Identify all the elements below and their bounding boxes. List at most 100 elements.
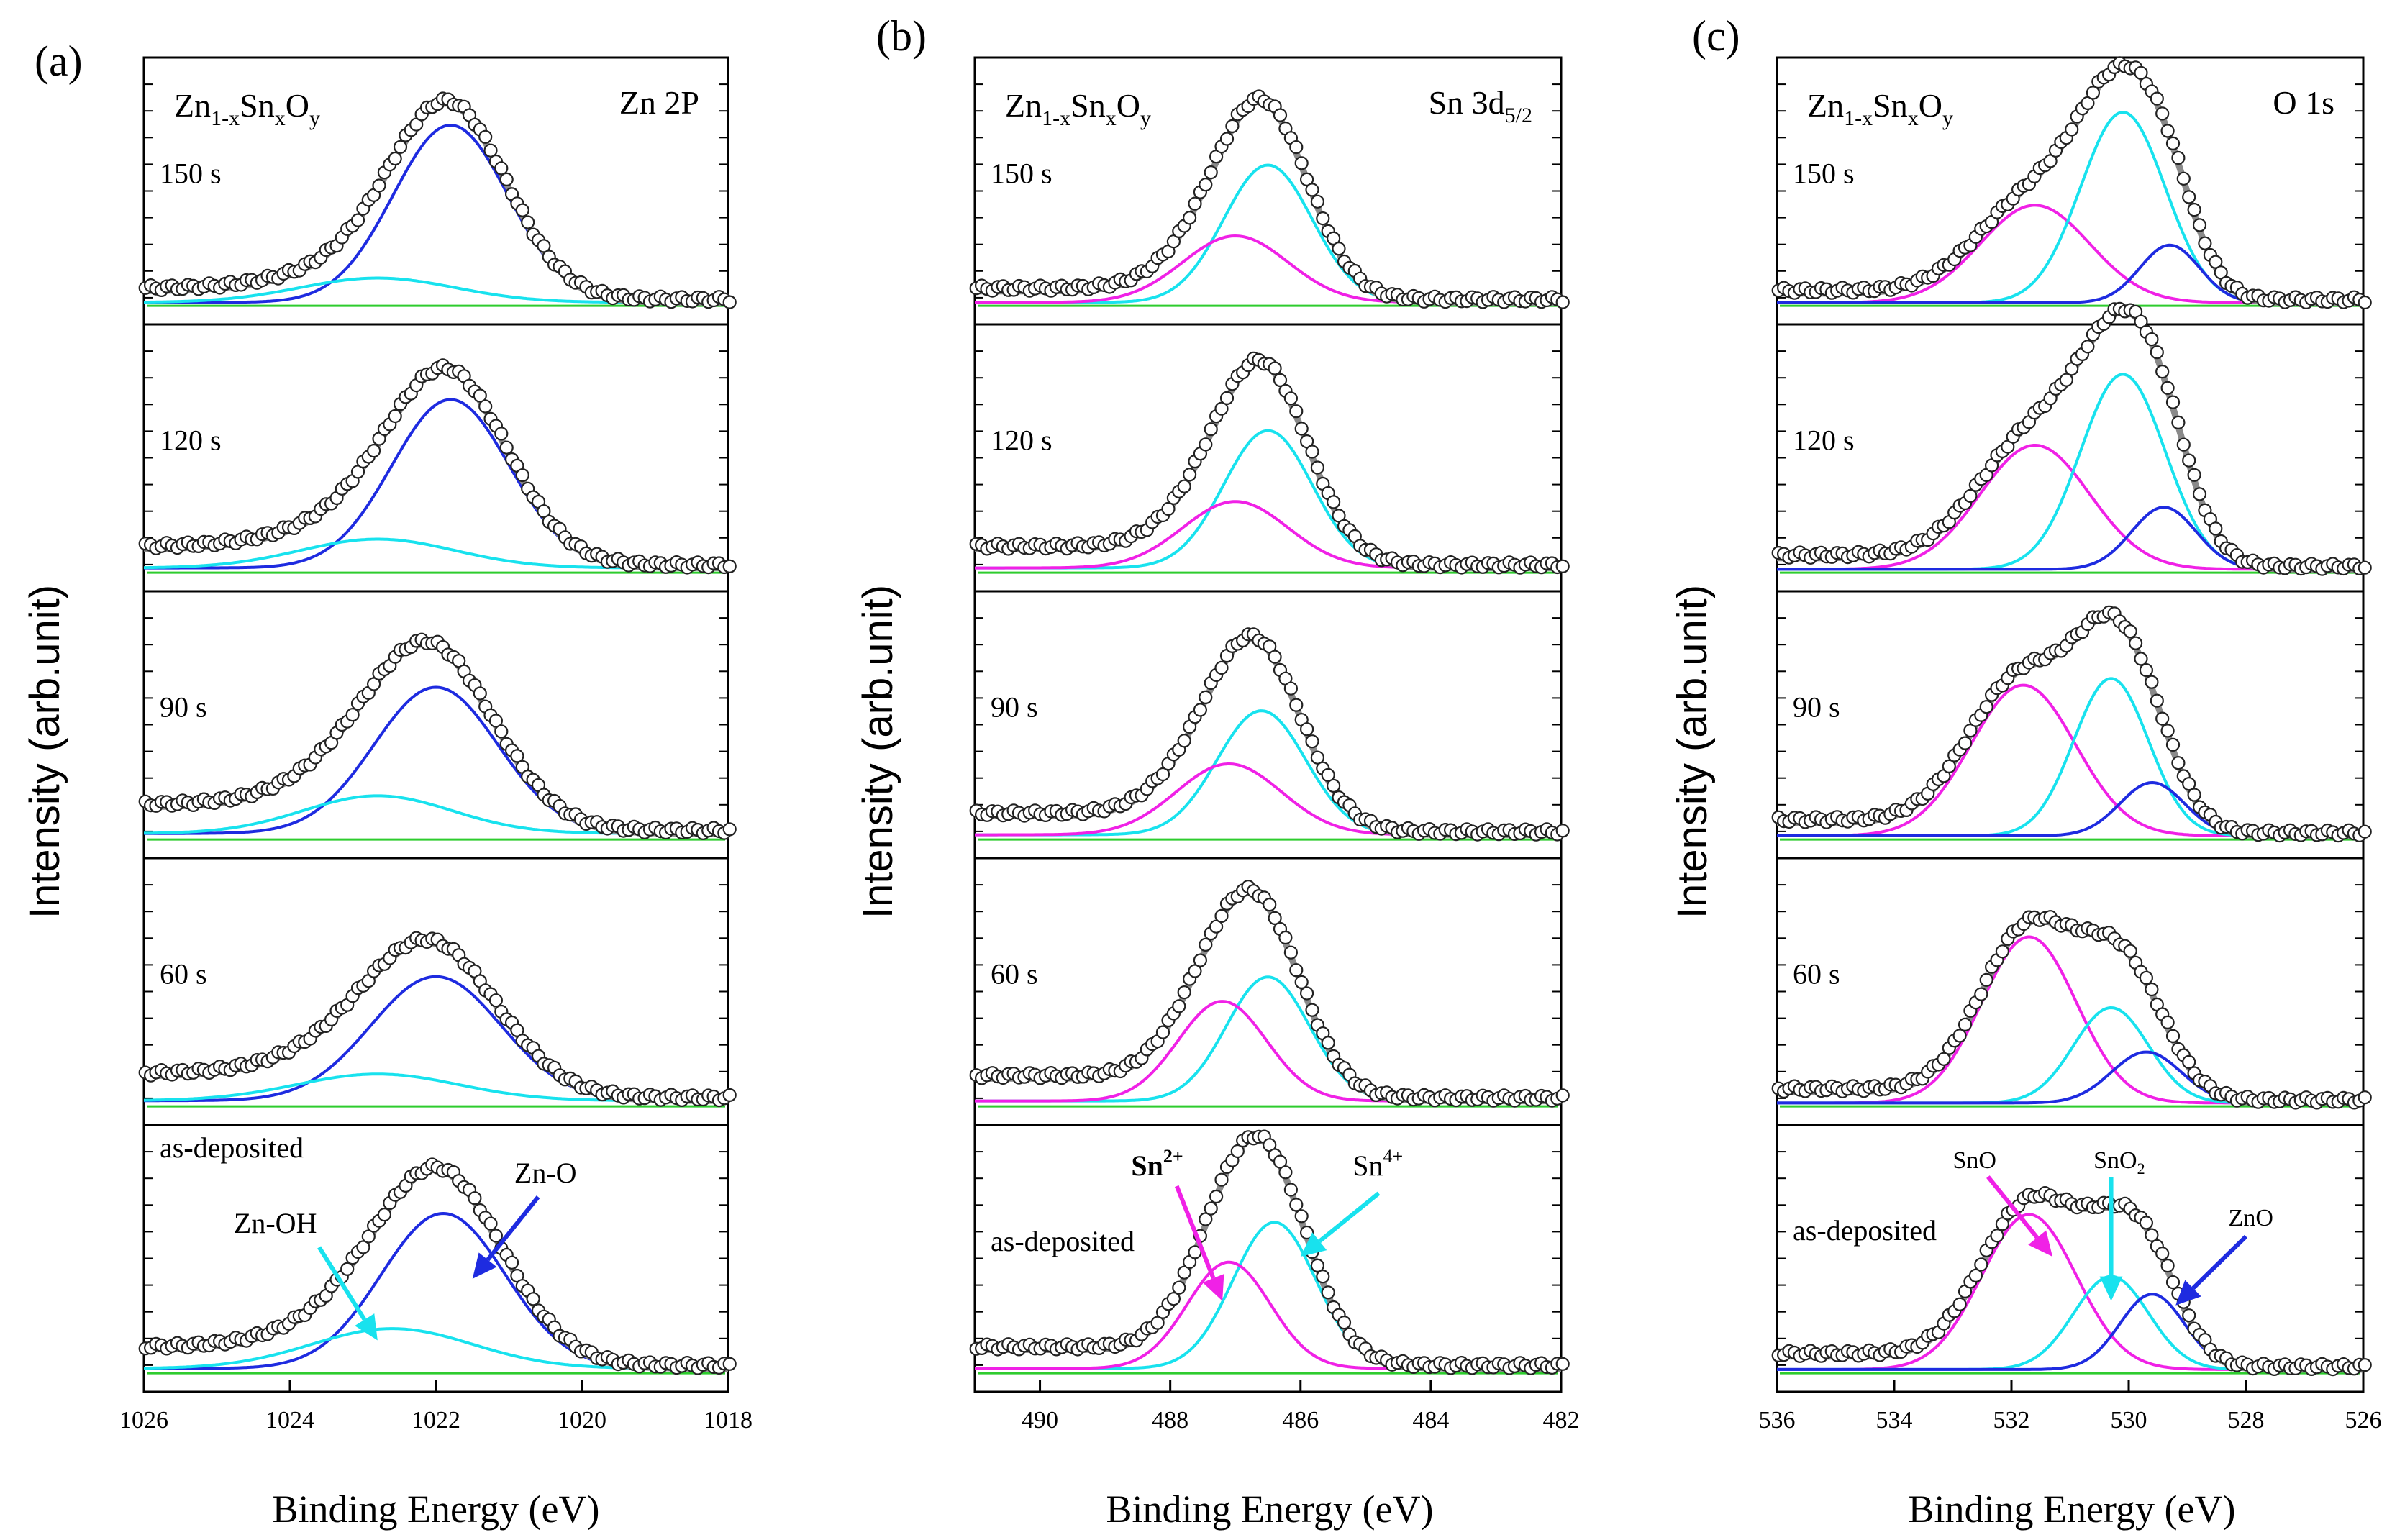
data-point bbox=[1283, 945, 1299, 960]
x-tick-label: 1020 bbox=[558, 1407, 606, 1434]
data-point bbox=[2192, 487, 2207, 501]
data-point bbox=[1952, 1029, 1967, 1043]
data-point bbox=[1979, 700, 1993, 714]
data-point bbox=[1273, 108, 1288, 122]
data-point bbox=[377, 1207, 392, 1222]
data-point bbox=[1979, 972, 1993, 987]
panel-label-b: (b) bbox=[876, 12, 927, 60]
data-point bbox=[1204, 1201, 1218, 1216]
data-point bbox=[2358, 560, 2372, 575]
data-point bbox=[1294, 422, 1309, 436]
data-point bbox=[515, 203, 529, 217]
data-point bbox=[1199, 437, 1213, 452]
data-point bbox=[2160, 1258, 2175, 1273]
xlabel-c: Binding Energy (eV) bbox=[1909, 1487, 2236, 1531]
data-point bbox=[2187, 468, 2201, 482]
component-sn2- bbox=[975, 762, 1561, 837]
data-point bbox=[1204, 165, 1218, 180]
data-point bbox=[1555, 824, 1570, 838]
data-point bbox=[2081, 340, 2095, 354]
data-point bbox=[1289, 1198, 1304, 1212]
component-zn-o bbox=[144, 975, 728, 1103]
data-point bbox=[1204, 422, 1218, 437]
data-point bbox=[2182, 1308, 2196, 1323]
data-point bbox=[345, 708, 360, 722]
data-point bbox=[494, 724, 509, 739]
data-point bbox=[1321, 767, 1335, 783]
data-point bbox=[488, 993, 504, 1008]
data-point bbox=[1968, 1268, 1983, 1283]
data-point bbox=[1305, 734, 1319, 749]
fit-envelope bbox=[975, 635, 1561, 838]
data-point bbox=[2160, 724, 2175, 738]
annotation-sno: SnO bbox=[1953, 1147, 1996, 1174]
data-point bbox=[1193, 953, 1208, 967]
data-point bbox=[1150, 1316, 1165, 1330]
data-point bbox=[1283, 391, 1299, 406]
component-sn2- bbox=[975, 1000, 1561, 1103]
data-point bbox=[473, 388, 487, 403]
data-point bbox=[1555, 1357, 1570, 1371]
annotation-sn2plus: Sn2+ bbox=[1131, 1146, 1183, 1182]
data-point bbox=[722, 559, 737, 573]
data-point bbox=[2139, 1216, 2153, 1230]
data-point bbox=[1289, 140, 1304, 155]
data-point bbox=[499, 440, 514, 455]
data-point bbox=[2358, 824, 2372, 839]
data-point bbox=[2145, 982, 2159, 997]
data-point bbox=[1289, 404, 1304, 419]
core-level-title: O 1s bbox=[2273, 84, 2334, 121]
plot-o1s: 150 s Zn1-xSnxOy O 1s 120 s 90 s 60 s 536 534 53… bbox=[1759, 56, 2382, 1434]
annotation-arrow bbox=[1318, 1191, 1381, 1243]
data-point bbox=[2187, 203, 2201, 217]
panel-label-c: (c) bbox=[1692, 12, 1740, 60]
data-point bbox=[1305, 183, 1319, 197]
annotation-arrow bbox=[317, 1246, 367, 1321]
data-point bbox=[521, 215, 535, 229]
data-point bbox=[478, 399, 493, 414]
fit-envelope bbox=[1777, 308, 2363, 573]
data-point bbox=[2065, 122, 2079, 137]
x-tick-label: 482 bbox=[1543, 1407, 1580, 1434]
time-label: 60 s bbox=[991, 957, 1038, 990]
x-tick-label: 534 bbox=[1876, 1407, 1913, 1434]
data-point bbox=[2176, 171, 2191, 186]
data-point bbox=[504, 1255, 519, 1270]
data-point bbox=[2165, 395, 2181, 409]
data-point bbox=[2171, 150, 2186, 165]
data-point bbox=[1299, 986, 1314, 1001]
data-point bbox=[2165, 1275, 2181, 1290]
annotation-as-deposited: as-deposited bbox=[991, 1225, 1135, 1257]
annotation-sn4plus: Sn4+ bbox=[1352, 1146, 1403, 1182]
x-tick-label: 536 bbox=[1759, 1407, 1796, 1434]
plot-sn3d: 150 s Zn1-xSnxOy Sn 3d5/2 120 s 90 s 60 s 490 4… bbox=[969, 56, 1580, 1434]
data-point bbox=[2165, 737, 2181, 752]
time-label: 120 s bbox=[1793, 424, 1855, 456]
data-point bbox=[1990, 1229, 2004, 1243]
data-point bbox=[1305, 1003, 1319, 1017]
data-point bbox=[1294, 1209, 1309, 1224]
formula-label: Zn1-xSnxOy bbox=[174, 87, 320, 130]
data-point bbox=[1214, 401, 1229, 416]
data-point bbox=[1230, 1144, 1245, 1159]
data-point bbox=[1958, 736, 1973, 750]
time-label: 150 s bbox=[1793, 157, 1855, 189]
data-point bbox=[2160, 381, 2175, 395]
data-point bbox=[537, 239, 551, 253]
x-tick-label: 488 bbox=[1152, 1407, 1188, 1434]
fit-envelope bbox=[975, 98, 1561, 306]
data-point bbox=[1177, 734, 1191, 748]
data-point bbox=[366, 443, 381, 458]
data-point bbox=[1278, 930, 1293, 945]
data-point bbox=[1326, 778, 1341, 793]
ylabel-c: Intensity (arb.unit) bbox=[1669, 585, 1716, 919]
panel-frame bbox=[142, 857, 729, 1126]
data-point bbox=[2129, 636, 2143, 650]
data-point bbox=[2165, 1029, 2181, 1044]
data-point bbox=[1182, 211, 1197, 225]
data-point bbox=[1963, 488, 1978, 504]
data-point bbox=[1316, 211, 1330, 226]
data-point bbox=[1958, 1017, 1973, 1032]
annotation-arrow bbox=[2191, 1234, 2248, 1290]
data-point bbox=[1263, 897, 1277, 912]
